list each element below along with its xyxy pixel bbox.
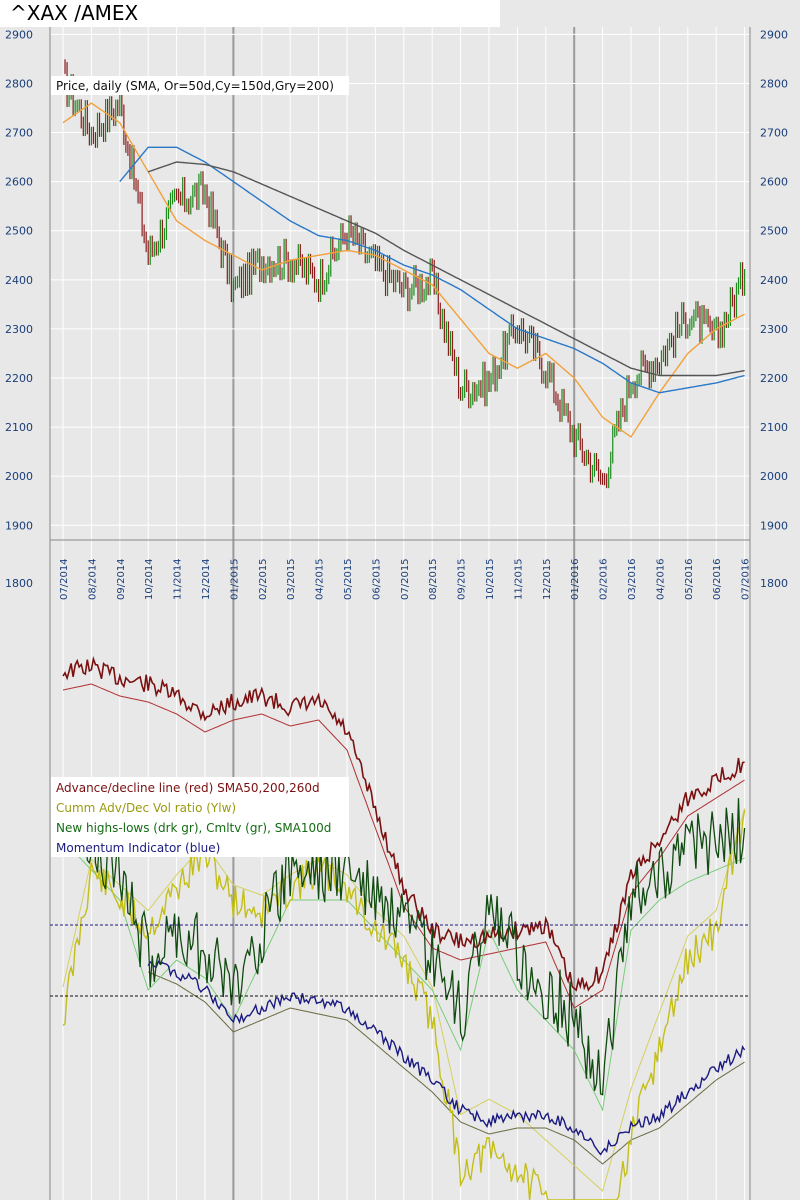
y-tick-label-left: 2000	[5, 470, 33, 483]
x-tick-label: 10/2015	[485, 558, 496, 600]
y-tick-label-right: 1800	[760, 577, 788, 590]
y-tick-label-left: 2400	[5, 274, 33, 287]
x-tick-label: 10/2014	[144, 558, 155, 600]
y-tick-label-left: 2700	[5, 127, 33, 140]
x-tick-label: 09/2014	[116, 558, 127, 600]
y-tick-label-right: 2800	[760, 77, 788, 90]
y-tick-label-left: 2100	[5, 421, 33, 434]
x-tick-label: 07/2014	[59, 558, 70, 600]
price-legend-box	[51, 76, 349, 95]
x-tick-label: 01/2015	[229, 558, 240, 600]
x-tick-label: 09/2015	[457, 558, 468, 600]
sma-line	[119, 146, 745, 394]
x-tick-label: 12/2014	[201, 558, 212, 600]
y-tick-label-left: 1900	[5, 519, 33, 532]
y-tick-label-left: 2500	[5, 225, 33, 238]
sma-line	[62, 102, 745, 438]
y-tick-label-right: 2600	[760, 176, 788, 189]
x-tick-label: 06/2015	[371, 558, 382, 600]
x-tick-label: 02/2016	[599, 558, 610, 600]
x-tick-label: 07/2015	[400, 558, 411, 600]
momentum-sma-line	[147, 971, 745, 1165]
x-tick-label: 12/2015	[542, 558, 553, 600]
x-tick-label: 07/2016	[741, 558, 752, 600]
x-tick-label: 04/2016	[655, 558, 666, 600]
y-tick-label-right: 2200	[760, 372, 788, 385]
y-tick-label-right: 2000	[760, 470, 788, 483]
x-tick-label: 02/2015	[258, 558, 269, 600]
y-tick-label-left: 2300	[5, 323, 33, 336]
x-tick-label: 11/2014	[173, 558, 184, 600]
x-tick-label: 08/2014	[87, 558, 98, 600]
x-tick-label: 11/2015	[513, 558, 524, 600]
x-tick-label: 06/2016	[712, 558, 723, 600]
y-tick-label-left: 2800	[5, 77, 33, 90]
breadth-legend-box	[51, 777, 349, 857]
ad-sma-line	[62, 683, 745, 1009]
sma-line	[147, 161, 745, 377]
y-tick-label-left: 2200	[5, 372, 33, 385]
x-tick-label: 03/2016	[627, 558, 638, 600]
x-tick-label: 01/2016	[570, 558, 581, 600]
y-tick-label-right: 2900	[760, 28, 788, 41]
x-tick-label: 03/2015	[286, 558, 297, 600]
title-box: ^XAX /AMEX	[0, 0, 500, 27]
x-tick-label: 05/2016	[684, 558, 695, 600]
x-tick-label: 08/2015	[428, 558, 439, 600]
y-tick-label-right: 2400	[760, 274, 788, 287]
new-highs-lows-line	[62, 783, 746, 1096]
breadth-legend-item: Momentum Indicator (blue)	[56, 841, 220, 855]
x-tick-label: 05/2015	[343, 558, 354, 600]
price-legend: Price, daily (SMA, Or=50d,Cy=150d,Gry=20…	[56, 79, 334, 93]
momentum-line	[147, 960, 746, 1156]
y-tick-label-left: 1800	[5, 577, 33, 590]
breadth-legend-item: Advance/decline line (red) SMA50,200,260…	[56, 781, 320, 795]
adv-vol-ratio-line	[62, 809, 746, 1200]
y-tick-label-right: 2100	[760, 421, 788, 434]
y-tick-label-left: 2600	[5, 176, 33, 189]
x-tick-label: 04/2015	[315, 558, 326, 600]
y-tick-label-right: 2500	[760, 225, 788, 238]
y-tick-label-right: 1900	[760, 519, 788, 532]
breadth-legend-item: Cumm Adv/Dec Vol ratio (Ylw)	[56, 801, 236, 815]
breadth-legend-item: New highs-lows (drk gr), Cmltv (gr), SMA…	[56, 821, 331, 835]
chart-title: ^XAX /AMEX	[10, 1, 139, 25]
y-tick-label-right: 2300	[760, 323, 788, 336]
vol-sma-line	[62, 808, 746, 1192]
advance-decline-line	[62, 656, 745, 992]
y-tick-label-left: 2900	[5, 28, 33, 41]
y-tick-label-right: 2700	[760, 127, 788, 140]
breadth-panel	[50, 540, 750, 1200]
